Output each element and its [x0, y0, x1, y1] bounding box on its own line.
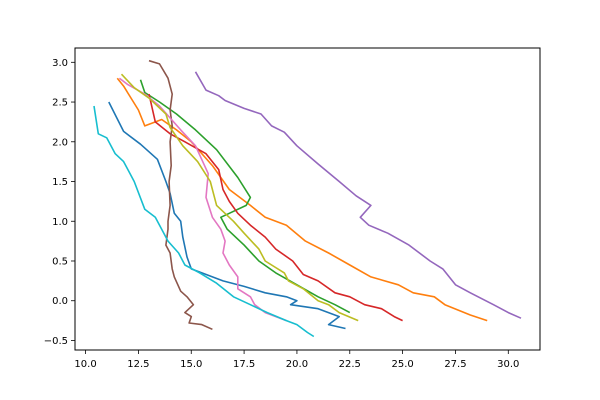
- x-tick-label: 15.0: [180, 359, 202, 370]
- x-tick-label: 25.0: [391, 359, 413, 370]
- series-line-10: [93, 105, 315, 338]
- x-tick-label: 17.5: [233, 359, 255, 370]
- x-tick-label: 10.0: [74, 359, 96, 370]
- x-axis: 10.0 12.5 15.0 17.5 20.0 22.5 25.0 27.5 30.0: [74, 350, 519, 370]
- y-tick-label: 0.0: [52, 296, 68, 307]
- x-tick-label: 30.0: [497, 359, 519, 370]
- series-line-3: [139, 79, 351, 314]
- y-tick-label: 0.5: [52, 256, 68, 267]
- series-line-2: [116, 77, 488, 322]
- series-line-7: [118, 77, 287, 322]
- y-tick-label: 3.0: [52, 58, 68, 69]
- series-line-9: [120, 73, 359, 322]
- y-tick-label: 2.5: [52, 98, 68, 109]
- y-tick-label: −0.5: [44, 336, 68, 347]
- plot-frame: [74, 47, 541, 351]
- x-tick-label: 20.0: [286, 359, 308, 370]
- y-tick-label: 2.0: [52, 137, 68, 148]
- x-tick-label: 12.5: [127, 359, 149, 370]
- x-tick-label: 27.5: [444, 359, 466, 370]
- series-line-5: [194, 71, 522, 319]
- x-tick-label: 22.5: [339, 359, 361, 370]
- y-tick-label: 1.0: [52, 217, 68, 228]
- y-tick-label: 1.5: [52, 177, 68, 188]
- series-line-4: [148, 93, 403, 322]
- y-axis: −0.5 0.0 0.5 1.0 1.5 2.0 2.5 3.0: [44, 58, 75, 347]
- series-line-6: [148, 59, 213, 331]
- plot-area: [93, 59, 522, 338]
